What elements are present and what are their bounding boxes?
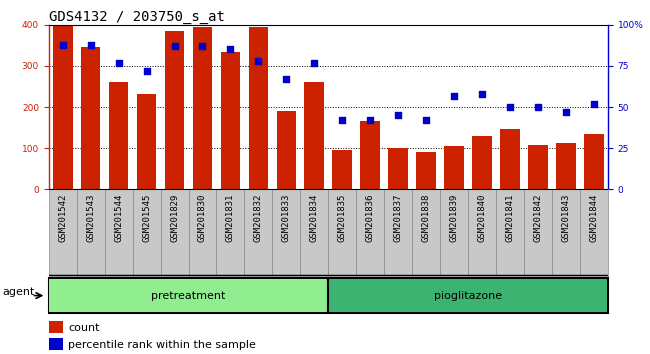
Bar [276, 111, 296, 189]
Text: GSM201543: GSM201543 [86, 194, 95, 242]
Bar [136, 94, 157, 189]
Point [254, 58, 264, 64]
Bar [220, 52, 240, 189]
Bar [472, 136, 492, 189]
Point [226, 47, 236, 52]
Text: GSM201542: GSM201542 [58, 194, 67, 242]
Bar [109, 82, 129, 189]
Point [57, 42, 68, 47]
Text: GSM201545: GSM201545 [142, 194, 151, 242]
Bar [300, 189, 328, 276]
Text: GSM201844: GSM201844 [590, 194, 598, 242]
Point [281, 76, 292, 82]
Bar [412, 189, 440, 276]
Bar [49, 338, 62, 350]
Bar [384, 189, 412, 276]
Bar [440, 189, 468, 276]
Text: GSM201838: GSM201838 [422, 194, 430, 242]
Text: GSM201830: GSM201830 [198, 194, 207, 242]
Bar [580, 189, 608, 276]
Bar [161, 189, 188, 276]
Text: GSM201835: GSM201835 [338, 194, 346, 242]
Point [505, 104, 515, 110]
Bar [164, 31, 185, 189]
Bar [556, 143, 576, 189]
Text: count: count [68, 322, 100, 332]
Point [142, 68, 152, 74]
Point [589, 101, 599, 107]
Bar [416, 152, 436, 189]
Bar [528, 145, 548, 189]
Bar [360, 121, 380, 189]
Text: pioglitazone: pioglitazone [434, 291, 502, 301]
Bar [444, 146, 464, 189]
Point [86, 42, 96, 47]
Text: GDS4132 / 203750_s_at: GDS4132 / 203750_s_at [49, 10, 225, 24]
Point [309, 60, 320, 65]
Bar [53, 25, 73, 189]
Bar [332, 150, 352, 189]
Bar [328, 189, 356, 276]
Bar [133, 189, 161, 276]
Text: GSM201836: GSM201836 [366, 194, 374, 242]
Bar [496, 189, 524, 276]
Bar [49, 189, 77, 276]
Text: GSM201832: GSM201832 [254, 194, 263, 242]
Bar [356, 189, 384, 276]
Point [421, 118, 432, 123]
Text: GSM201837: GSM201837 [394, 194, 402, 242]
Bar [272, 189, 300, 276]
Point [477, 91, 488, 97]
Point [449, 93, 460, 98]
Text: GSM201831: GSM201831 [226, 194, 235, 242]
Bar [216, 189, 244, 276]
Bar [500, 129, 520, 189]
Bar [81, 47, 101, 189]
Point [337, 118, 348, 123]
Text: GSM201842: GSM201842 [534, 194, 542, 242]
Bar [552, 189, 580, 276]
Bar [304, 82, 324, 189]
Text: GSM201840: GSM201840 [478, 194, 486, 242]
Text: percentile rank within the sample: percentile rank within the sample [68, 340, 256, 350]
Point [198, 43, 208, 49]
Bar [524, 189, 552, 276]
Bar [328, 279, 607, 312]
Point [169, 43, 179, 49]
Text: GSM201544: GSM201544 [114, 194, 123, 242]
Text: GSM201834: GSM201834 [310, 194, 318, 242]
Text: GSM201833: GSM201833 [282, 194, 291, 242]
Text: agent: agent [3, 287, 35, 297]
Bar [77, 189, 105, 276]
Bar [248, 27, 268, 189]
Text: GSM201829: GSM201829 [170, 194, 179, 242]
Text: GSM201843: GSM201843 [562, 194, 570, 242]
Bar [584, 134, 604, 189]
Bar [188, 189, 216, 276]
Point [393, 113, 403, 118]
Point [560, 109, 571, 115]
Bar [49, 279, 328, 312]
Point [533, 104, 543, 110]
Text: GSM201839: GSM201839 [450, 194, 458, 242]
Text: GSM201841: GSM201841 [506, 194, 514, 242]
Bar [388, 148, 408, 189]
Bar [244, 189, 272, 276]
Text: pretreatment: pretreatment [151, 291, 226, 301]
Bar [49, 321, 62, 333]
Bar [192, 27, 213, 189]
Bar [468, 189, 496, 276]
Point [365, 118, 376, 123]
Bar [105, 189, 133, 276]
Point [113, 60, 124, 65]
